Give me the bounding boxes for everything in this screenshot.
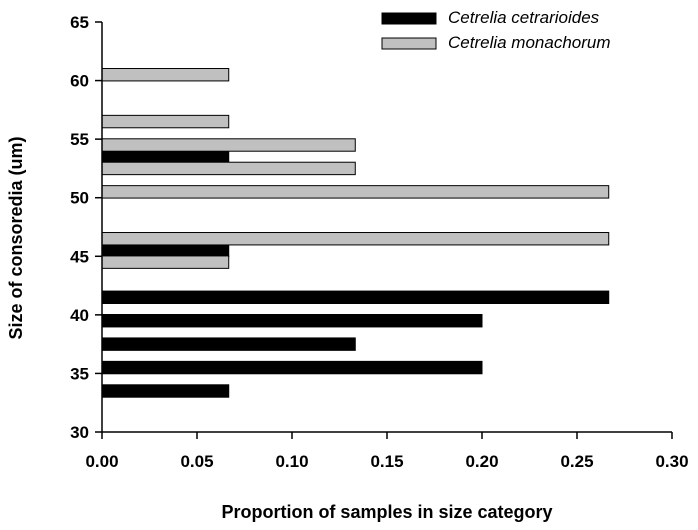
y-tick-label: 55 [70, 130, 89, 149]
y-tick-label: 30 [70, 423, 89, 442]
y-axis-title: Size of consoredia (um) [6, 136, 26, 339]
y-tick-label: 40 [70, 306, 89, 325]
bar-series-1-1 [101, 384, 230, 398]
legend-label-2: Cetrelia monachorum [448, 33, 611, 52]
bar-series-1-3 [101, 337, 356, 351]
bar-series-2-1 [101, 255, 230, 269]
bar-series-2-4 [101, 161, 356, 176]
legend-swatch-1 [381, 12, 437, 25]
x-tick-label: 0.00 [85, 452, 118, 471]
y-tick-label: 65 [70, 13, 89, 32]
x-tick-label: 0.30 [655, 452, 688, 471]
bar-series-1-5 [101, 290, 610, 304]
axes-group: 0.00 0.05 0.10 0.15 0.20 0.25 0.30 30 35 40 45 50 55… [70, 13, 688, 471]
x-tick-label: 0.05 [180, 452, 213, 471]
bar-series-2-5 [101, 138, 356, 152]
legend-label-1: Cetrelia cetrarioides [448, 8, 600, 27]
bar-series-2-6 [101, 114, 230, 129]
x-axis-title: Proportion of samples in size category [221, 502, 552, 522]
bars-group [101, 68, 610, 398]
bar-series-2-7 [101, 68, 230, 82]
x-tick-label: 0.25 [560, 452, 593, 471]
bar-series-1-7 [101, 150, 230, 164]
y-tick-label: 50 [70, 189, 89, 208]
x-tick-label: 0.10 [275, 452, 308, 471]
legend-swatch-2 [381, 37, 437, 50]
bar-series-2-2 [101, 232, 610, 246]
y-tick-label: 60 [70, 72, 89, 91]
bar-series-2-3 [101, 185, 610, 199]
x-tick-label: 0.20 [465, 452, 498, 471]
bar-series-1-4 [101, 314, 483, 328]
y-tick-label: 35 [70, 364, 89, 383]
y-tick-label: 45 [70, 247, 89, 266]
bar-series-1-6 [101, 243, 230, 258]
x-tick-label: 0.15 [370, 452, 403, 471]
legend: Cetrelia cetrarioides Cetrelia monachorum [381, 8, 611, 52]
bar-series-1-2 [101, 360, 483, 375]
